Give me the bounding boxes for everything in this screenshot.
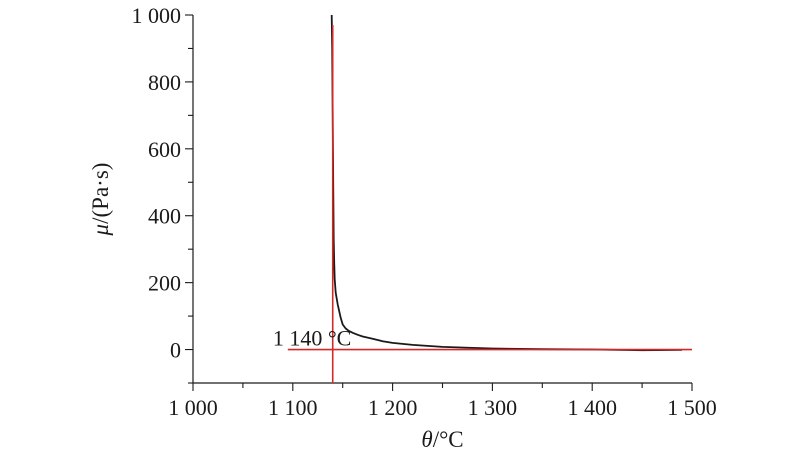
y-tick-label: 800 xyxy=(148,70,181,95)
x-tick-label: 1 400 xyxy=(567,395,617,420)
y-tick-label: 200 xyxy=(148,271,181,296)
x-tick-label: 1 500 xyxy=(667,395,717,420)
annotation-label: 1 140 °C xyxy=(273,326,351,351)
y-tick-label: 1 000 xyxy=(132,3,182,28)
y-tick-label: 600 xyxy=(148,137,181,162)
viscosity-curve xyxy=(330,14,683,352)
x-tick-label: 1 200 xyxy=(368,395,418,420)
y-tick-label: 0 xyxy=(170,338,181,363)
x-tick-label: 1 300 xyxy=(468,395,518,420)
x-axis-label: θ/°C xyxy=(421,427,463,452)
x-tick-label: 1 000 xyxy=(168,395,218,420)
x-tick-label: 1 100 xyxy=(268,395,318,420)
y-tick-label: 400 xyxy=(148,204,181,229)
y-axis-label: μ/(Pa·s) xyxy=(88,163,113,237)
